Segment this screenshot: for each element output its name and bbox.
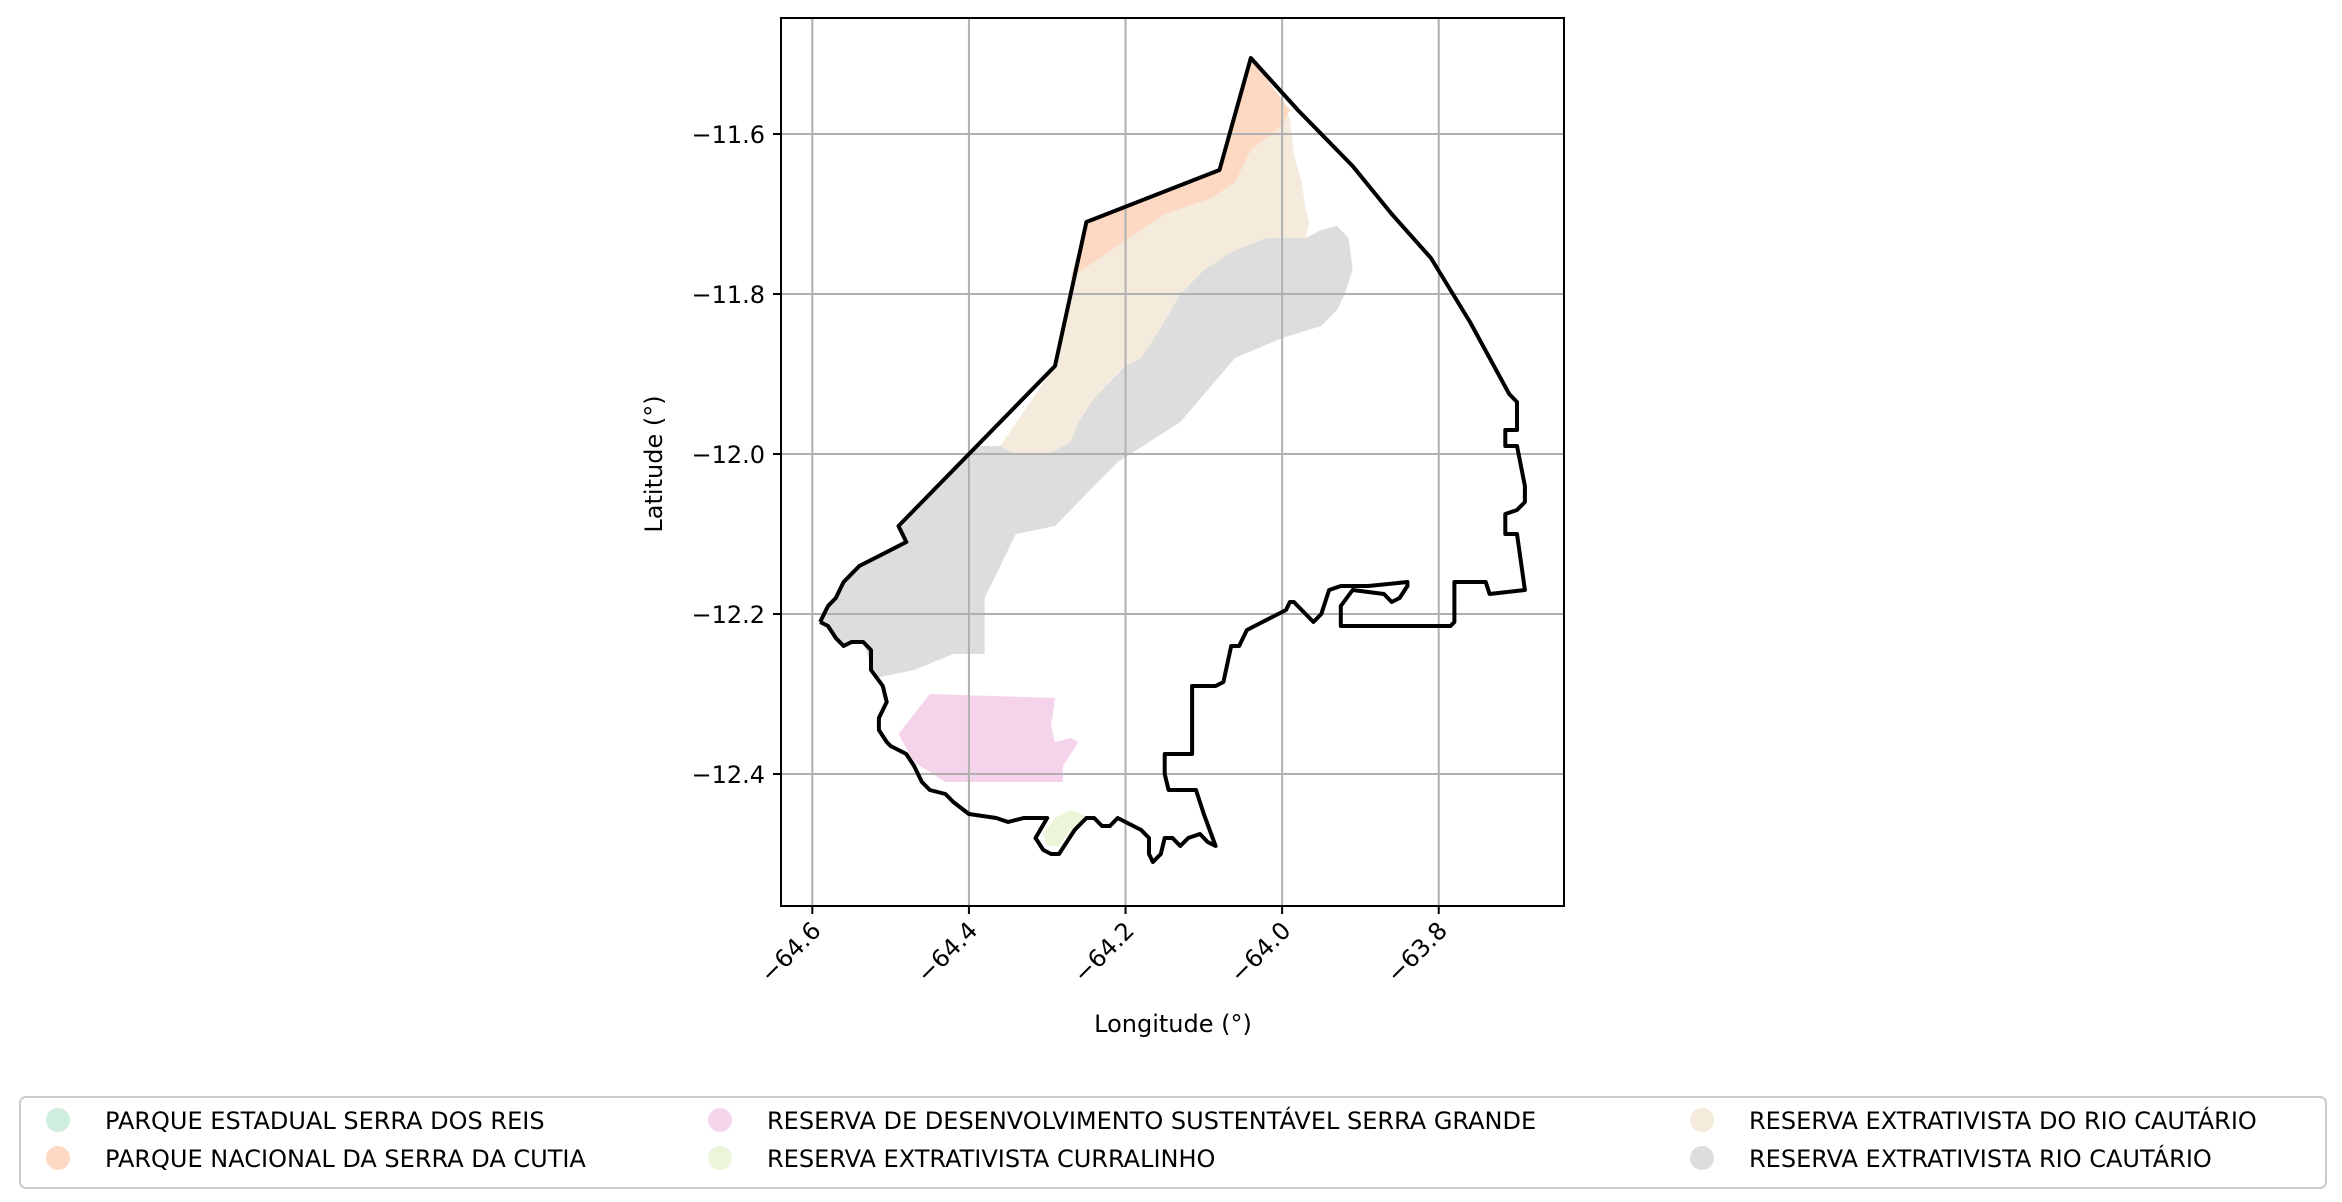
- area-polygon-5: [1043, 810, 1091, 846]
- x-tick-label-1: −64.6: [755, 916, 827, 988]
- x-tick-label-3: −64.2: [1068, 916, 1140, 988]
- y-tick-label-3: −12.0: [691, 441, 765, 469]
- legend-marker-6: [1690, 1146, 1714, 1170]
- legend-marker-1: [46, 1108, 70, 1132]
- x-tick-label-2: −64.4: [911, 916, 983, 988]
- area-polygon-1: [820, 226, 1353, 678]
- protected-areas-layer: [820, 58, 1353, 846]
- x-axis-label: Longitude (°): [1094, 1010, 1252, 1038]
- legend-label-4: RESERVA EXTRATIVISTA CURRALINHO: [767, 1145, 1215, 1173]
- municipal-boundary: [818, 56, 1527, 864]
- legend-label-5: RESERVA EXTRATIVISTA DO RIO CAUTÁRIO: [1749, 1106, 2257, 1135]
- grid-layer: [781, 18, 1564, 906]
- legend-marker-2: [46, 1146, 70, 1170]
- plot-frame: [780, 17, 1565, 907]
- legend-label-6: RESERVA EXTRATIVISTA RIO CAUTÁRIO: [1749, 1144, 2212, 1173]
- y-tick-label-2: −11.8: [691, 281, 765, 309]
- legend-marker-4: [708, 1146, 732, 1170]
- legend-frame: [19, 1096, 2327, 1189]
- y-tick-label-5: −12.4: [691, 761, 765, 789]
- y-axis-label: Latitude (°): [640, 395, 668, 532]
- legend-label-1: PARQUE ESTADUAL SERRA DOS REIS: [105, 1107, 545, 1135]
- x-tick-label-4: −64.0: [1225, 916, 1297, 988]
- y-tick-label-4: −12.2: [691, 601, 765, 629]
- legend-label-2: PARQUE NACIONAL DA SERRA DA CUTIA: [105, 1145, 586, 1173]
- legend-marker-3: [708, 1108, 732, 1132]
- legend-marker-5: [1690, 1108, 1714, 1132]
- municipal-boundary-layer: [818, 56, 1527, 864]
- area-polygon-4: [898, 694, 1079, 782]
- legend-label-3: RESERVA DE DESENVOLVIMENTO SUSTENTÁVEL S…: [767, 1106, 1536, 1135]
- legend: PARQUE ESTADUAL SERRA DOS REIS PARQUE NAC…: [19, 1096, 2327, 1189]
- y-tick-label-1: −11.6: [691, 121, 765, 149]
- x-tick-label-5: −63.8: [1381, 916, 1453, 988]
